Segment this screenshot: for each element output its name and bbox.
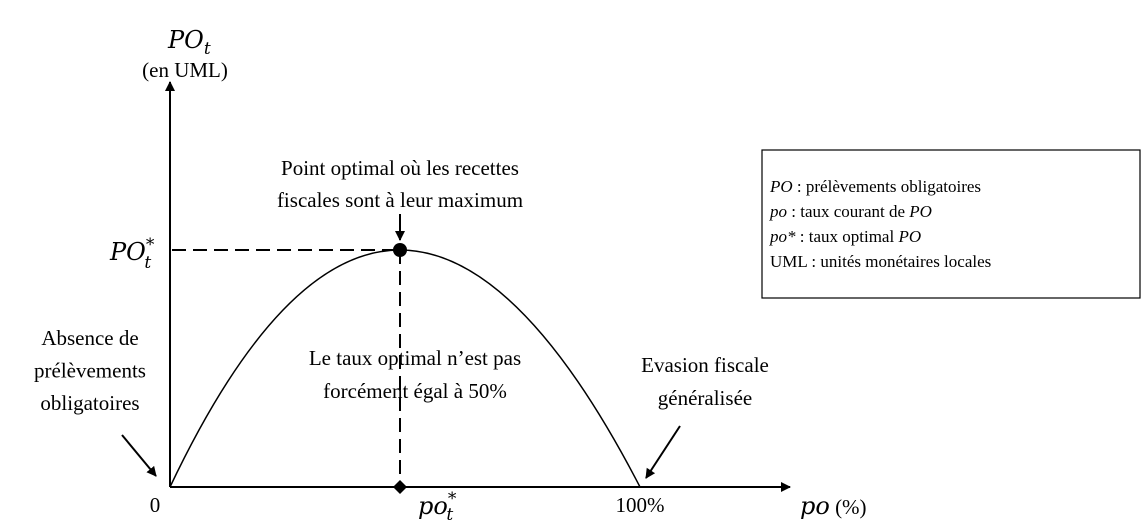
origin-label: 0 [150,493,161,517]
x-end-label: 100% [616,493,665,517]
annotation-line: fiscales sont à leur maximum [277,188,523,212]
legend-box [761,149,1141,299]
annotation-line: généralisée [658,386,752,410]
annotation-line: Evasion fiscale [641,353,769,377]
legend-item: po* : taux optimal PO [769,227,921,246]
annotation-line: obligatoires [40,391,139,415]
legend-item: po : taux courant de PO [769,202,932,221]
legend-text: : prélèvements obligatoires [793,177,981,196]
annotation-line: forcément égal à 50% [323,379,507,403]
arrow [645,425,681,479]
y-axis-unit: (en UML) [142,58,228,82]
x-axis-label: po (%) [800,492,867,520]
legend-text: PO [769,177,793,196]
annotation-line: prélèvements [34,359,146,383]
annotation-line: Point optimal où les recettes [281,156,519,180]
annotation-line: Le taux optimal n’est pas [309,346,521,370]
legend-text: po [769,202,787,221]
legend-text: : taux optimal [796,227,899,246]
optimum-marker [393,480,407,494]
legend-text: PO [897,227,921,246]
annotation-line: Absence de [41,326,138,350]
legend-text: UML : unités monétaires locales [770,252,991,271]
y-max-label: PO* t [109,235,155,273]
legend-text: PO [908,202,932,221]
x-optimum-label: po* t [418,489,457,522]
optimum-point [393,243,407,257]
legend-item: UML : unités monétaires locales [770,252,991,271]
legend-text: po* [769,227,796,246]
legend-item: PO : prélèvements obligatoires [769,177,981,196]
legend-text: : taux courant de [787,202,909,221]
arrow [121,434,157,477]
y-axis-label: POt [167,26,211,59]
